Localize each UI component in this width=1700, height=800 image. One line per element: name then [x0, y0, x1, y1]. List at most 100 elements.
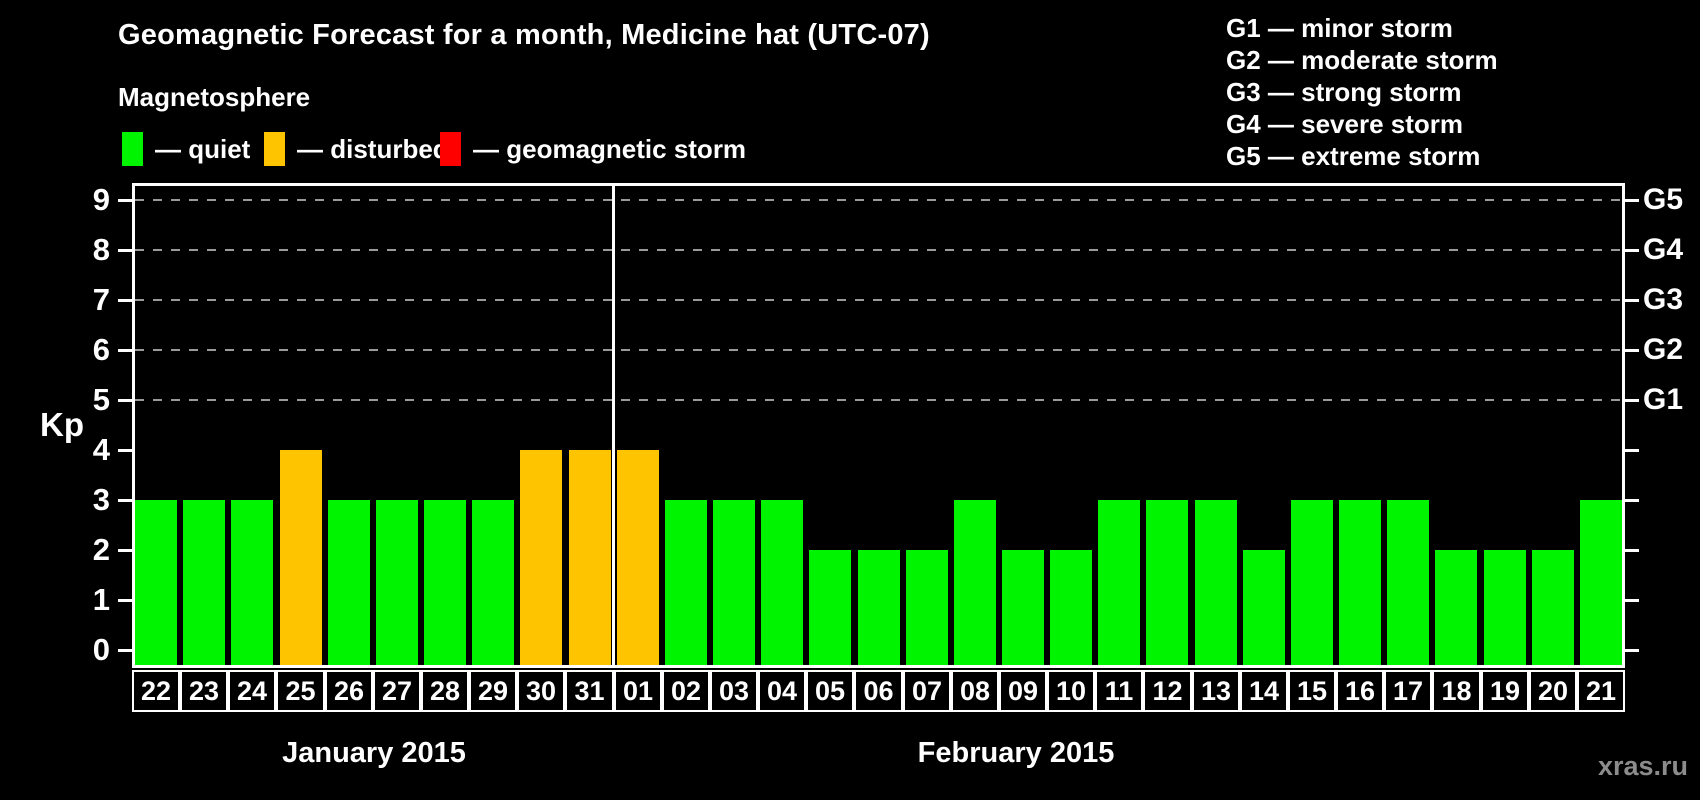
- gridline-kp5: [135, 399, 1622, 401]
- g-legend-line-g2: G2 — moderate storm: [1226, 45, 1498, 75]
- y-tick-right: [1625, 399, 1639, 402]
- y-tick-label-1: 1: [92, 582, 110, 617]
- day-label-01: 01: [614, 670, 662, 712]
- quiet-color-swatch: [122, 132, 143, 166]
- day-label-24: 24: [228, 670, 276, 712]
- day-label-16: 16: [1336, 670, 1384, 712]
- magnetosphere-heading: Magnetosphere: [118, 82, 311, 112]
- kp-bar-day-14: [1243, 550, 1285, 665]
- g-legend-line-g4: G4 — severe storm: [1226, 109, 1464, 139]
- g-axis-label-g5: G5: [1643, 183, 1684, 216]
- month-label-february: February 2015: [917, 737, 1115, 769]
- y-tick-label-3: 3: [92, 482, 110, 517]
- gridline-kp9: [135, 199, 1622, 201]
- y-tick-left: [118, 599, 132, 602]
- legend-item-label: — quiet: [155, 133, 251, 164]
- gridline-kp6: [135, 349, 1622, 351]
- day-label-14: 14: [1240, 670, 1288, 712]
- y-tick-right: [1625, 199, 1639, 202]
- y-tick-left: [118, 649, 132, 652]
- plot-frame: [132, 183, 1625, 668]
- y-tick-label-2: 2: [92, 532, 110, 567]
- kp-bar-day-22: [135, 500, 177, 665]
- kp-bar-day-13: [1195, 500, 1237, 665]
- y-tick-label-7: 7: [92, 282, 110, 317]
- kp-bar-day-17: [1387, 500, 1429, 665]
- g-axis-label-g2: G2: [1643, 333, 1684, 366]
- y-tick-left: [118, 349, 132, 352]
- day-label-23: 23: [180, 670, 228, 712]
- g-legend-line-g1: G1 — minor storm: [1226, 13, 1453, 43]
- legend-item-storm: — geomagnetic storm: [440, 131, 746, 167]
- kp-bar-day-26: [328, 500, 370, 665]
- day-label-22: 22: [132, 670, 180, 712]
- day-label-18: 18: [1432, 670, 1481, 712]
- y-tick-right: [1625, 349, 1639, 352]
- g-scale-legend: G1 — minor storm G2 — moderate storm G3 …: [1226, 12, 1498, 172]
- kp-bar-day-09: [1002, 550, 1044, 665]
- month-label-january: January 2015: [282, 737, 466, 769]
- day-label-15: 15: [1288, 670, 1336, 712]
- legend-item-quiet: — quiet: [122, 131, 250, 167]
- y-tick-left: [118, 399, 132, 402]
- day-label-31: 31: [565, 670, 614, 712]
- kp-bar-day-24: [231, 500, 273, 665]
- y-tick-right: [1625, 599, 1639, 602]
- kp-bar-day-30: [520, 450, 562, 665]
- y-tick-right: [1625, 249, 1639, 252]
- kp-bar-day-10: [1050, 550, 1092, 665]
- kp-bar-day-25: [280, 450, 322, 665]
- day-label-08: 08: [951, 670, 999, 712]
- y-tick-left: [118, 499, 132, 502]
- day-label-28: 28: [421, 670, 469, 712]
- g-axis-label-g1: G1: [1643, 383, 1684, 416]
- y-tick-left: [118, 299, 132, 302]
- storm-color-swatch: [440, 132, 461, 166]
- day-label-11: 11: [1095, 670, 1143, 712]
- kp-bar-day-04: [761, 500, 803, 665]
- day-label-05: 05: [806, 670, 854, 712]
- y-tick-left: [118, 549, 132, 552]
- kp-bar-day-03: [713, 500, 755, 665]
- y-tick-left: [118, 199, 132, 202]
- kp-bar-day-16: [1339, 500, 1381, 665]
- kp-axis-label: Kp: [40, 406, 84, 443]
- y-tick-right: [1625, 449, 1639, 452]
- kp-bar-day-12: [1146, 500, 1188, 665]
- legend-item-disturbed: — disturbed: [264, 131, 449, 167]
- g-axis-label-g4: G4: [1643, 233, 1684, 266]
- day-label-17: 17: [1384, 670, 1432, 712]
- day-label-25: 25: [276, 670, 325, 712]
- kp-bar-day-20: [1532, 550, 1574, 665]
- kp-bar-day-06: [858, 550, 900, 665]
- y-tick-left: [118, 449, 132, 452]
- day-label-26: 26: [325, 670, 373, 712]
- gridline-kp7: [135, 299, 1622, 301]
- y-tick-label-9: 9: [92, 182, 110, 217]
- month-divider: [612, 186, 615, 665]
- day-label-07: 07: [903, 670, 951, 712]
- disturbed-color-swatch: [264, 132, 285, 166]
- g-legend-line-g3: G3 — strong storm: [1226, 77, 1462, 107]
- y-tick-left: [118, 249, 132, 252]
- day-label-03: 03: [710, 670, 758, 712]
- y-tick-label-8: 8: [92, 232, 110, 267]
- day-label-13: 13: [1192, 670, 1240, 712]
- kp-bar-day-31: [569, 450, 611, 665]
- kp-bar-day-05: [809, 550, 851, 665]
- day-label-06: 06: [854, 670, 903, 712]
- day-label-09: 09: [999, 670, 1047, 712]
- watermark: xras.ru: [1597, 751, 1688, 781]
- day-label-27: 27: [373, 670, 421, 712]
- kp-bar-day-21: [1580, 500, 1622, 665]
- day-label-30: 30: [517, 670, 565, 712]
- kp-bar-day-27: [376, 500, 418, 665]
- day-label-04: 04: [758, 670, 806, 712]
- chart-title: Geomagnetic Forecast for a month, Medici…: [118, 19, 930, 51]
- day-label-21: 21: [1577, 670, 1625, 712]
- y-tick-label-4: 4: [92, 432, 110, 467]
- gridline-kp8: [135, 249, 1622, 251]
- day-label-10: 10: [1047, 670, 1095, 712]
- day-label-29: 29: [469, 670, 517, 712]
